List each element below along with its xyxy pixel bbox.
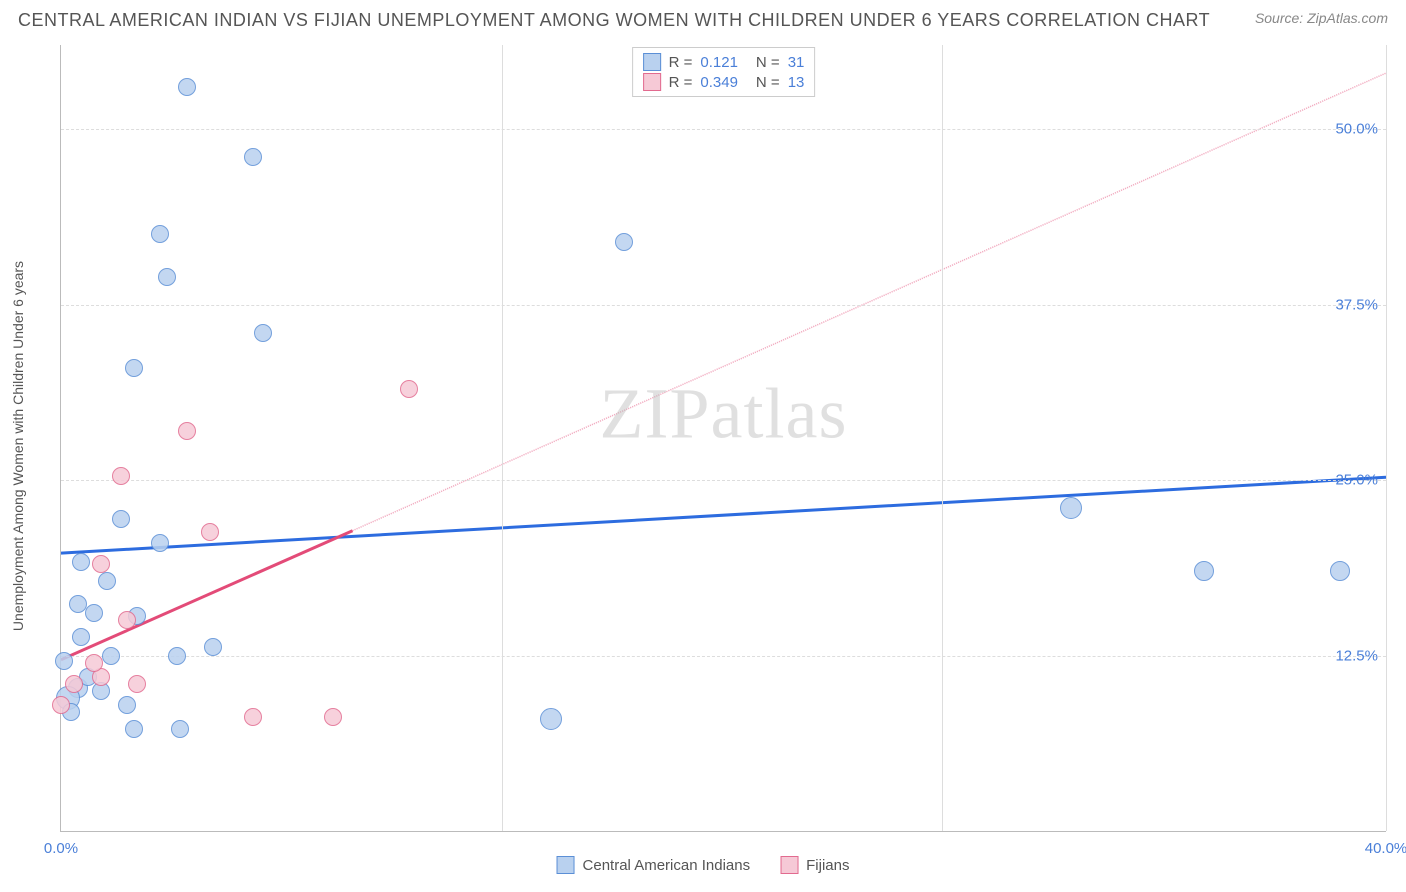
data-point — [178, 422, 196, 440]
legend-label: Central American Indians — [583, 857, 751, 874]
data-point — [244, 148, 262, 166]
data-point — [128, 675, 146, 693]
gridline-h — [61, 656, 1386, 657]
data-point — [201, 523, 219, 541]
data-point — [55, 652, 73, 670]
data-point — [1330, 561, 1350, 581]
data-point — [92, 555, 110, 573]
legend-item: Central American Indians — [557, 856, 751, 874]
data-point — [244, 708, 262, 726]
series-legend: Central American Indians Fijians — [557, 856, 850, 874]
r-legend-row: R =0.121N =31 — [643, 52, 805, 72]
data-point — [151, 225, 169, 243]
legend-swatch — [643, 73, 661, 91]
legend-item: Fijians — [780, 856, 849, 874]
x-tick-label: 0.0% — [44, 840, 78, 857]
legend-swatch — [557, 856, 575, 874]
data-point — [72, 628, 90, 646]
data-point — [98, 572, 116, 590]
data-point — [1060, 497, 1082, 519]
data-point — [85, 654, 103, 672]
data-point — [102, 647, 120, 665]
y-tick-label: 12.5% — [1335, 647, 1378, 664]
gridline-h — [61, 480, 1386, 481]
legend-swatch — [780, 856, 798, 874]
data-point — [69, 595, 87, 613]
data-point — [125, 720, 143, 738]
gridline-h — [61, 129, 1386, 130]
data-point — [72, 553, 90, 571]
data-point — [125, 359, 143, 377]
gridline-h — [61, 305, 1386, 306]
data-point — [324, 708, 342, 726]
data-point — [400, 380, 418, 398]
r-legend-row: R =0.349N =13 — [643, 72, 805, 92]
data-point — [85, 604, 103, 622]
x-tick-label: 40.0% — [1365, 840, 1406, 857]
data-point — [52, 696, 70, 714]
y-tick-label: 25.0% — [1335, 472, 1378, 489]
data-point — [254, 324, 272, 342]
data-point — [1194, 561, 1214, 581]
data-point — [65, 675, 83, 693]
plot-region: ZIPatlas R =0.121N =31R =0.349N =13 12.5… — [60, 45, 1386, 832]
legend-swatch — [643, 53, 661, 71]
data-point — [615, 233, 633, 251]
data-point — [118, 696, 136, 714]
source-text: Source: ZipAtlas.com — [1255, 10, 1388, 26]
data-point — [112, 510, 130, 528]
correlation-legend: R =0.121N =31R =0.349N =13 — [632, 47, 816, 97]
data-point — [171, 720, 189, 738]
y-tick-label: 50.0% — [1335, 121, 1378, 138]
gridline-v — [502, 45, 503, 831]
data-point — [168, 647, 186, 665]
watermark: ZIPatlas — [600, 373, 848, 456]
legend-label: Fijians — [806, 857, 849, 874]
data-point — [204, 638, 222, 656]
data-point — [151, 534, 169, 552]
gridline-v — [942, 45, 943, 831]
data-point — [178, 78, 196, 96]
data-point — [540, 708, 562, 730]
data-point — [112, 467, 130, 485]
chart-title: CENTRAL AMERICAN INDIAN VS FIJIAN UNEMPL… — [18, 10, 1210, 31]
gridline-v — [1386, 45, 1387, 831]
data-point — [158, 268, 176, 286]
y-axis-label: Unemployment Among Women with Children U… — [10, 261, 26, 631]
chart-area: ZIPatlas R =0.121N =31R =0.349N =13 12.5… — [60, 45, 1386, 832]
y-tick-label: 37.5% — [1335, 296, 1378, 313]
data-point — [118, 611, 136, 629]
